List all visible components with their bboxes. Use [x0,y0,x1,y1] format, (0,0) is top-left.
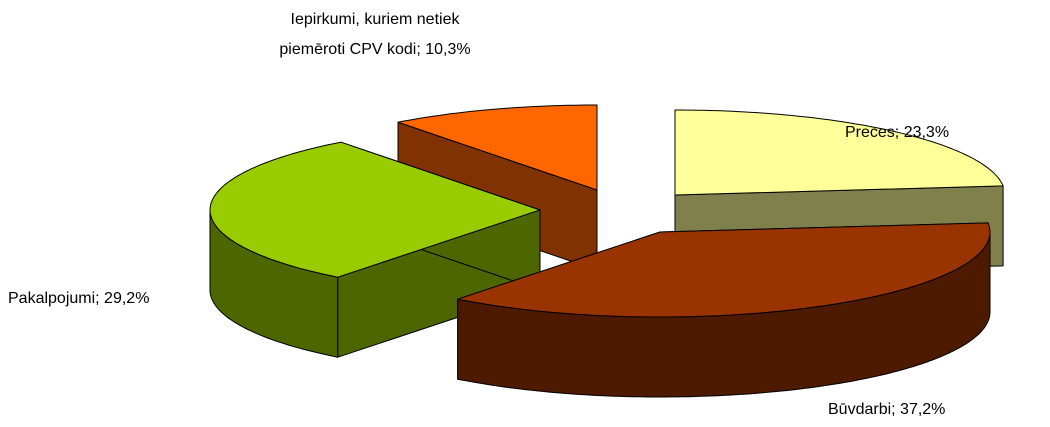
slice-top [457,222,991,318]
pie-slice [209,141,541,358]
slice-top [397,104,598,191]
data-label: Būvdarbi; 37,2% [828,401,946,418]
pie-slice [457,222,991,398]
slice-top [209,141,541,278]
data-label: Preces; 23,3% [845,124,950,141]
data-label: Iepirkumi, kuriem netiek piemēroti CPV k… [279,11,471,58]
data-label: Pakalpojumi; 29,2% [8,290,150,307]
slice-top [674,109,1004,196]
